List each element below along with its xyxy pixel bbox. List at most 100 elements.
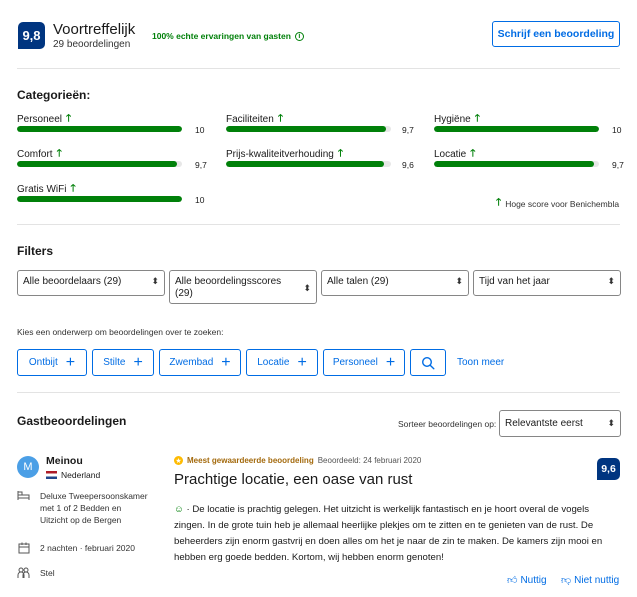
sort-label: Sorteer beoordelingen op: (398, 419, 497, 429)
scores-select[interactable]: Alle beoordelingsscores (29) ⬍ (169, 270, 317, 304)
write-review-button[interactable]: Schrijf een beoordeling (492, 21, 620, 47)
category-label: Personeel 🡑 (17, 111, 71, 128)
category-name: Comfort (17, 149, 53, 160)
category-bar (226, 126, 391, 132)
categories-title: Categorieën: (17, 88, 91, 102)
category-score: 9,7 (612, 160, 624, 170)
category-bar-fill (434, 126, 599, 132)
search-topics-button[interactable] (410, 349, 446, 376)
category-bar (17, 126, 182, 132)
show-more-link[interactable]: Toon meer (457, 357, 505, 368)
room-type: Deluxe Tweepersoonskamer met 1 of 2 Bedd… (40, 491, 148, 525)
category-score: 9,7 (402, 125, 414, 135)
updown-chevron-icon: ⬍ (151, 276, 159, 286)
stay-duration: 2 nachten · februari 2020 (40, 543, 135, 553)
review-score-badge: 9,6 (597, 458, 620, 480)
traveler-type-info: Stel (17, 567, 55, 582)
updown-chevron-icon: ⬍ (607, 276, 615, 286)
divider (17, 392, 620, 393)
plus-icon: + (385, 353, 396, 371)
reviewer-country-text: Nederland (61, 470, 101, 480)
review-title: Prachtige locatie, een oase van rust (174, 471, 413, 488)
updown-chevron-icon: ⬍ (303, 283, 311, 293)
topic-label: Stilte (103, 357, 126, 368)
people-icon (17, 567, 30, 582)
overall-score-badge: 9,8 (18, 22, 45, 49)
category-label: Prijs-kwaliteitverhouding 🡑 (226, 146, 343, 163)
category-bar-fill (226, 161, 385, 167)
review-body: ☺ · De locatie is prachtig gelegen. Het … (174, 502, 620, 566)
guest-reviews-title: Gastbeoordelingen (17, 414, 127, 428)
topic-label: Ontbijt (28, 357, 58, 368)
topic-button-personeel[interactable]: Personeel + (323, 349, 405, 376)
category-score: 9,6 (402, 160, 414, 170)
topic-button-locatie[interactable]: Locatie + (246, 349, 318, 376)
topic-label: Personeel (332, 357, 378, 368)
review-date: Beoordeeld: 24 februari 2020 (317, 456, 422, 465)
reviewer-country: Nederland (46, 470, 100, 480)
topic-button-stilte[interactable]: Stilte + (92, 349, 154, 376)
category-bar-fill (17, 126, 182, 132)
reviewers-select[interactable]: Alle beoordelaars (29) ⬍ (17, 270, 165, 296)
category-bar (434, 161, 599, 167)
thumbs-up-icon: 👍︎ (507, 575, 518, 586)
category-name: Gratis WiFi (17, 184, 67, 195)
category-score: 10 (195, 125, 205, 135)
info-icon[interactable]: i (294, 31, 304, 41)
category-score: 10 (612, 125, 622, 135)
category-bar-fill (434, 161, 595, 167)
category-name: Hygiëne (434, 114, 471, 125)
category-label: Locatie 🡑 (434, 146, 475, 163)
not-helpful-label: Niet nuttig (574, 574, 620, 586)
category-label: Faciliteiten 🡑 (226, 111, 283, 128)
not-helpful-button[interactable]: 👎︎ Niet nuttig (561, 574, 620, 587)
category-label: Gratis WiFi 🡑 (17, 181, 76, 198)
category-bar-fill (226, 126, 387, 132)
topic-label: Zwembad (169, 357, 214, 368)
up-arrow-icon: 🡑 (470, 148, 476, 159)
helpful-label: Nuttig (520, 574, 547, 586)
up-arrow-icon: 🡑 (474, 113, 480, 124)
category-bar-fill (17, 161, 178, 167)
plus-icon: + (221, 353, 231, 371)
up-arrow-icon: 🡑 (496, 197, 502, 208)
scores-select-value: Alle beoordelingsscores (29) (175, 276, 282, 299)
review-meta-line: ★ Meest gewaardeerde beoordeling Beoorde… (174, 456, 421, 465)
up-arrow-icon: 🡑 (70, 183, 76, 194)
netherlands-flag-icon (46, 471, 57, 479)
topics-prompt: Kies een onderwerp om beoordelingen over… (17, 327, 224, 337)
smiley-icon: ☺ (174, 504, 184, 515)
divider (17, 224, 620, 225)
topic-button-ontbijt[interactable]: Ontbijt + (17, 349, 87, 376)
languages-select[interactable]: Alle talen (29) ⬍ (321, 270, 469, 296)
plus-icon: + (133, 353, 143, 371)
traveler-type: Stel (40, 568, 55, 578)
topic-button-zwembad[interactable]: Zwembad + (159, 349, 241, 376)
up-arrow-icon: 🡑 (56, 148, 62, 159)
most-helpful-badge: Meest gewaardeerde beoordeling (187, 456, 314, 465)
category-bar (226, 161, 391, 167)
category-name: Personeel (17, 114, 63, 125)
room-info: Deluxe Tweepersoonskamer met 1 of 2 Bedd… (17, 490, 150, 526)
updown-chevron-icon: ⬍ (607, 418, 615, 428)
stay-info: 2 nachten · februari 2020 (17, 542, 135, 557)
verified-reviews-note: 100% echte ervaringen van gasten i (152, 31, 304, 41)
review-body-text: · De locatie is prachtig gelegen. Het ui… (174, 504, 603, 563)
category-bar (17, 161, 182, 167)
helpful-button[interactable]: 👍︎ Nuttig (507, 574, 547, 587)
verified-reviews-text: 100% echte ervaringen van gasten (152, 31, 291, 41)
category-score: 9,7 (195, 160, 207, 170)
avatar: M (17, 456, 39, 478)
high-score-note: 🡑 Hoge score voor Benichembla (496, 195, 619, 212)
category-label: Comfort 🡑 (17, 146, 62, 163)
plus-icon: + (297, 353, 307, 371)
up-arrow-icon: 🡑 (277, 113, 284, 124)
time-of-year-select[interactable]: Tijd van het jaar ⬍ (473, 270, 621, 296)
up-arrow-icon: 🡑 (337, 148, 344, 159)
time-of-year-select-value: Tijd van het jaar (479, 276, 550, 287)
sort-select[interactable]: Relevantste eerst ⬍ (499, 410, 621, 437)
category-score: 10 (195, 195, 205, 205)
calendar-icon (17, 542, 30, 557)
category-name: Faciliteiten (226, 114, 274, 125)
thumbs-down-icon: 👎︎ (561, 575, 572, 586)
